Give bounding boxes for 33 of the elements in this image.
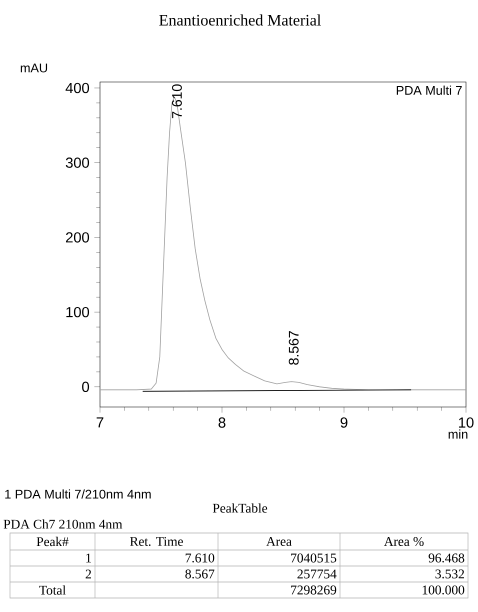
text: Total	[39, 585, 66, 595]
text: 2	[86, 570, 92, 578]
chart-title: Enantioenriched Material	[159, 14, 321, 26]
y-axis-title: mAU	[20, 64, 48, 72]
y-tick-label: 100	[66, 306, 90, 318]
text: Ret. Time	[130, 537, 183, 546]
y-tick-label: 0	[82, 382, 90, 392]
text: 7040515	[291, 554, 336, 562]
text: Area	[266, 537, 292, 546]
text: 1 PDA Multi 7/210nm 4nm	[5, 489, 151, 499]
x-tick-label: 8	[218, 417, 226, 428]
x-tick-label: 7	[96, 417, 104, 428]
annotation: PDA Multi 7	[396, 86, 462, 95]
y-tick-label: 400	[66, 82, 90, 94]
text: 8.567	[185, 569, 214, 579]
text: PDA Ch7 210nm 4nm	[4, 519, 122, 529]
annotation: 7.610	[172, 84, 182, 118]
text: 7.610	[186, 553, 214, 563]
text: PeakTable	[212, 503, 268, 513]
text: Area %	[384, 536, 424, 546]
text: 257754	[297, 570, 337, 578]
annotation: 8.567	[288, 331, 299, 365]
text: 7298269	[291, 586, 336, 594]
text: 100.000	[422, 585, 464, 595]
y-tick-label: 200	[66, 232, 90, 243]
text: 96.468	[428, 553, 464, 563]
text: 1	[86, 554, 91, 562]
text: 3.532	[436, 570, 464, 578]
text: Peak#	[36, 536, 68, 546]
x-axis-title: min	[448, 429, 468, 439]
x-tick-label: 10	[458, 417, 474, 428]
y-tick-label: 300	[66, 158, 90, 168]
x-tick-label: 9	[340, 417, 348, 428]
